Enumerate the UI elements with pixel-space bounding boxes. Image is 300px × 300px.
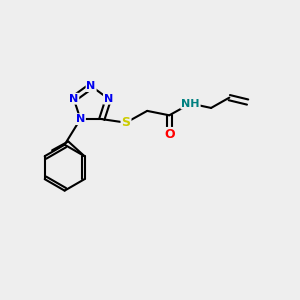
Text: N: N [76, 114, 85, 124]
Text: N: N [104, 94, 113, 104]
Text: O: O [164, 128, 175, 141]
Text: S: S [122, 116, 130, 129]
Text: NH: NH [181, 98, 200, 109]
Text: N: N [86, 81, 96, 91]
Text: N: N [69, 94, 78, 104]
